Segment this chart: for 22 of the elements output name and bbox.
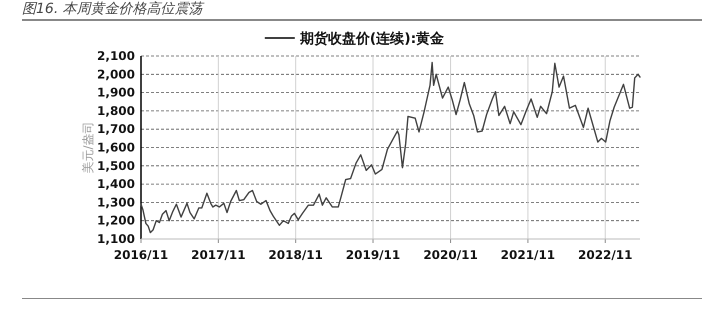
y-tick-label: 2,100: [97, 49, 135, 63]
x-tick-label: 2022/11: [578, 248, 632, 262]
y-tick-label: 1,900: [97, 86, 135, 100]
y-tick-label: 1,200: [97, 214, 135, 228]
y-tick-label: 1,600: [97, 140, 135, 154]
x-tick-label: 2018/11: [268, 248, 323, 262]
y-tick-label: 1,100: [97, 232, 135, 246]
y-tick-label: 2,000: [97, 67, 135, 82]
x-tick-label: 2017/11: [191, 248, 246, 262]
legend: 期货收盘价(连续):黄金: [264, 31, 444, 47]
y-tick-label: 1,500: [97, 158, 135, 173]
chart-title: 图16. 本周黄金价格高位震荡: [22, 0, 702, 21]
x-tick-label: 2020/11: [423, 248, 478, 262]
legend-label: 期货收盘价(连续):黄金: [298, 31, 446, 47]
x-tick-label: 2016/11: [114, 248, 168, 262]
x-tick-label: 2021/11: [500, 248, 556, 262]
y-tick-label: 1,400: [97, 177, 135, 192]
y-tick-label: 1,700: [97, 122, 135, 136]
x-tick-label: 2019/11: [346, 248, 400, 262]
y-axis-title: 美元/盎司: [81, 121, 95, 174]
y-tick-label: 1,800: [97, 104, 135, 118]
y-tick-label: 1,300: [97, 195, 135, 210]
